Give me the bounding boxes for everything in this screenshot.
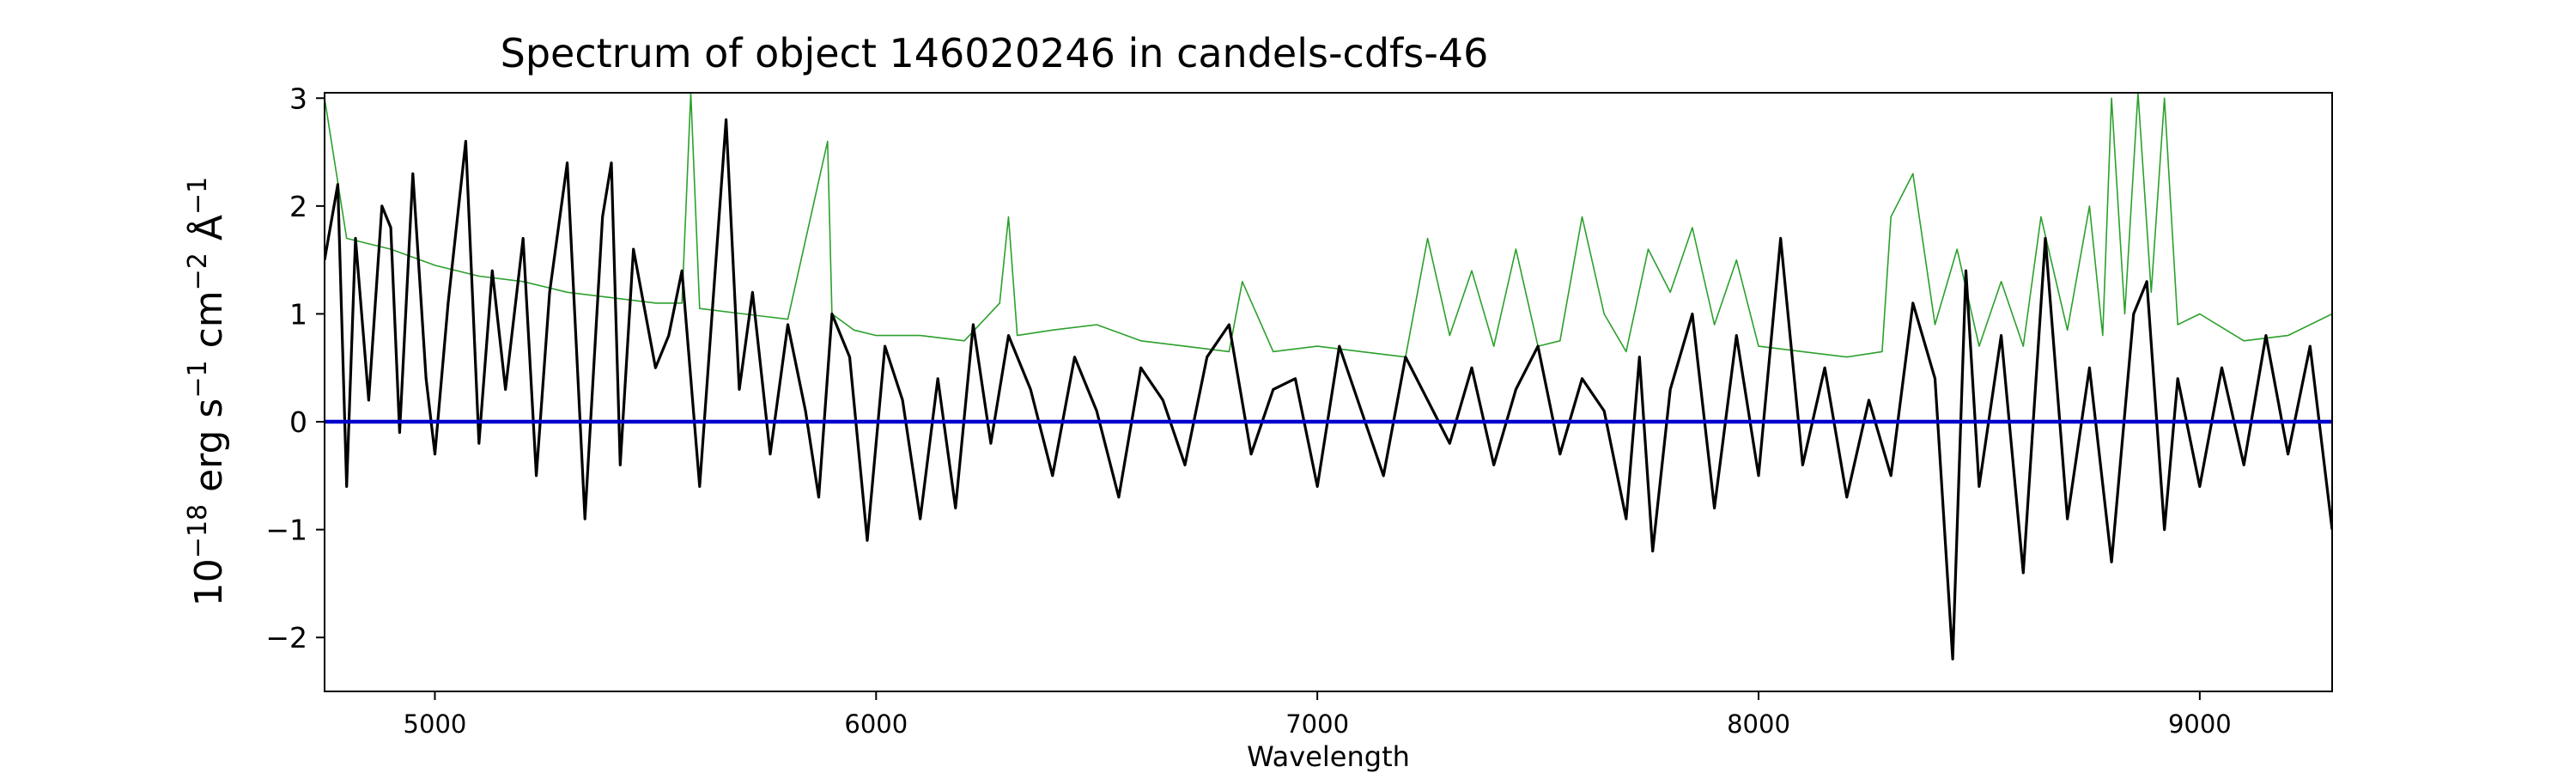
x-tick-label: 5000 [404, 709, 467, 739]
x-tick-label: 9000 [2168, 709, 2232, 739]
object-flux-line [325, 118, 2332, 660]
y-tick-label: −2 [265, 621, 307, 654]
x-axis-label: Wavelength [1247, 740, 1410, 773]
y-tick-label: 1 [289, 297, 307, 331]
x-tick-label: 6000 [844, 709, 908, 739]
y-label-base: 10 [187, 558, 231, 606]
x-axis: 5000 6000 7000 8000 9000 [404, 691, 2232, 739]
plot-area [324, 92, 2333, 692]
x-tick-label: 8000 [1727, 709, 1790, 739]
y-label-ang: Å [185, 215, 231, 253]
y-tick-label: 0 [289, 405, 307, 439]
y-tick-label: 2 [289, 190, 307, 223]
y-tick-label: 3 [289, 82, 307, 115]
y-label-exp2: −1 [183, 360, 213, 398]
plot-frame [324, 92, 2333, 692]
y-label-exp4: −1 [183, 177, 213, 215]
y-label-cm: cm [187, 290, 231, 360]
y-label-exp1: −18 [183, 504, 213, 558]
y-axis-label: 10−18 erg s−1 cm−2 Å−1 [183, 177, 231, 606]
chart-title: Spectrum of object 146020246 in candels-… [501, 30, 1489, 76]
y-tick-label: −1 [265, 514, 307, 547]
x-tick-label: 7000 [1285, 709, 1349, 739]
y-label-erg: erg s [187, 399, 231, 504]
sky-spectrum-line [325, 93, 2332, 358]
y-axis: −2 −1 0 1 2 3 [265, 82, 325, 654]
series-layer [325, 93, 2332, 660]
y-label-exp3: −2 [183, 253, 213, 290]
